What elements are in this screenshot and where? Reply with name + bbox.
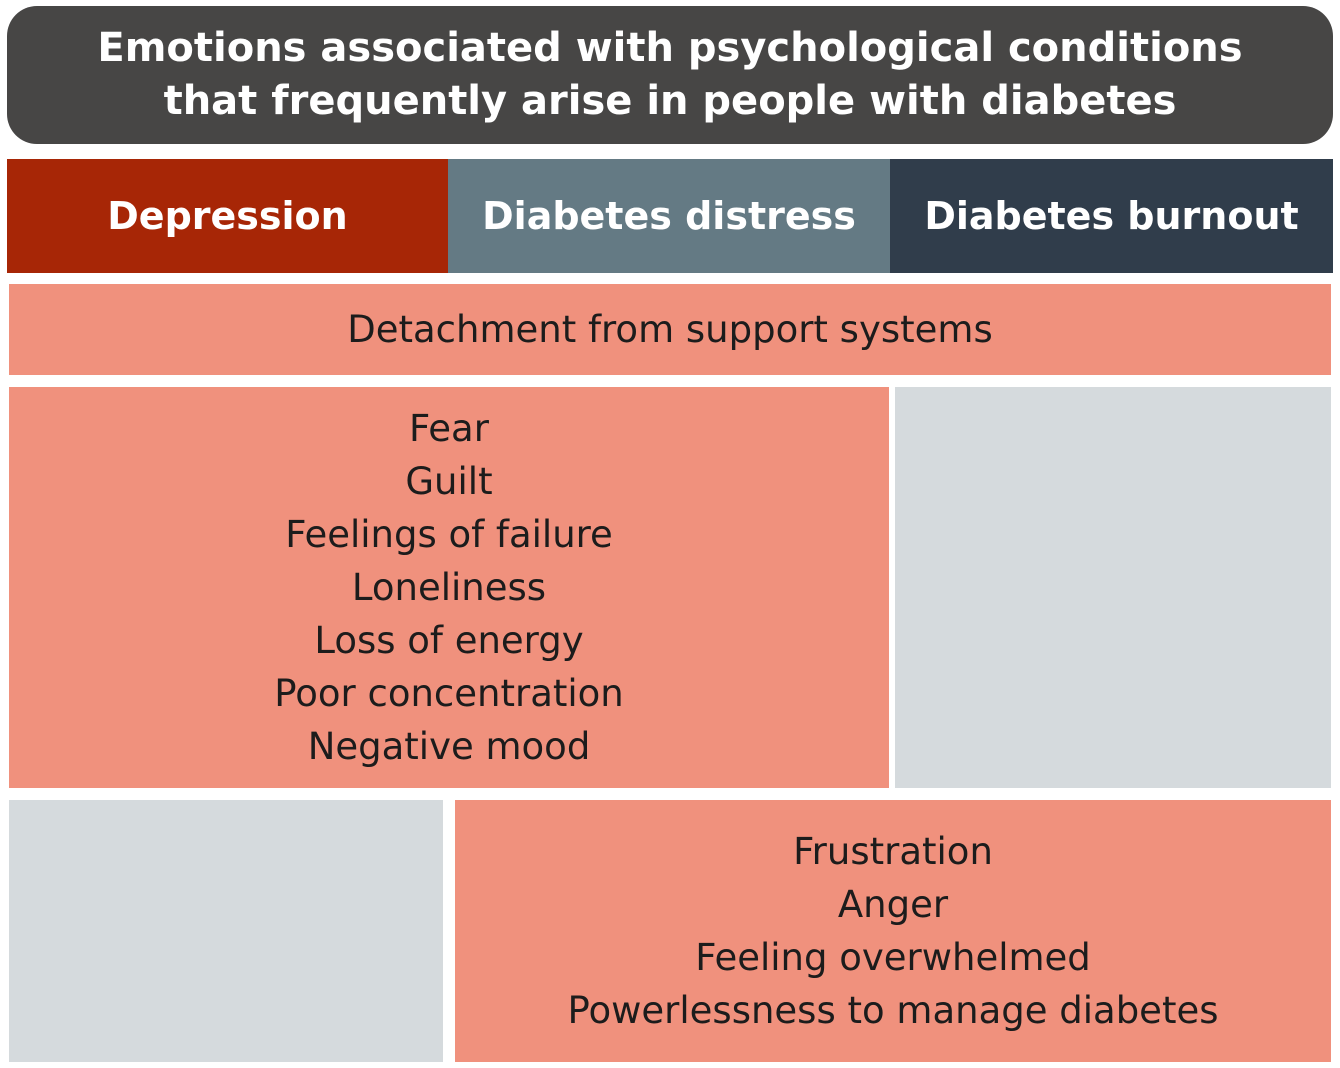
depression-distress-cell: Fear Guilt Feelings of failure Lonelines… [9, 387, 889, 788]
diagram-title: Emotions associated with psychological c… [7, 6, 1333, 144]
title-line-2: that frequently arise in people with dia… [163, 78, 1177, 124]
emotion-item: Powerlessness to manage diabetes [567, 989, 1219, 1032]
emotion-item: Loneliness [351, 566, 547, 609]
emotion-item: Feelings of failure [285, 513, 613, 556]
header-diabetes-burnout: Diabetes burnout [890, 159, 1333, 273]
emotion-item: Fear [409, 407, 489, 450]
shared-all-cell: Detachment from support systems [9, 284, 1331, 375]
emotion-item: Poor concentration [274, 672, 624, 715]
empty-depression-cell [9, 800, 443, 1062]
empty-burnout-cell [895, 387, 1331, 788]
header-depression: Depression [7, 159, 448, 273]
emotion-item: Guilt [405, 460, 493, 503]
title-line-1: Emotions associated with psychological c… [97, 25, 1243, 71]
header-diabetes-distress: Diabetes distress [448, 159, 890, 273]
emotion-item: Anger [837, 883, 949, 926]
distress-burnout-cell: Frustration Anger Feeling overwhelmed Po… [455, 800, 1331, 1062]
emotion-item: Feeling overwhelmed [695, 936, 1091, 979]
emotion-item: Frustration [793, 830, 993, 873]
shared-all-text: Detachment from support systems [347, 308, 993, 351]
emotion-item: Negative mood [307, 725, 591, 768]
emotion-item: Loss of energy [314, 619, 584, 662]
